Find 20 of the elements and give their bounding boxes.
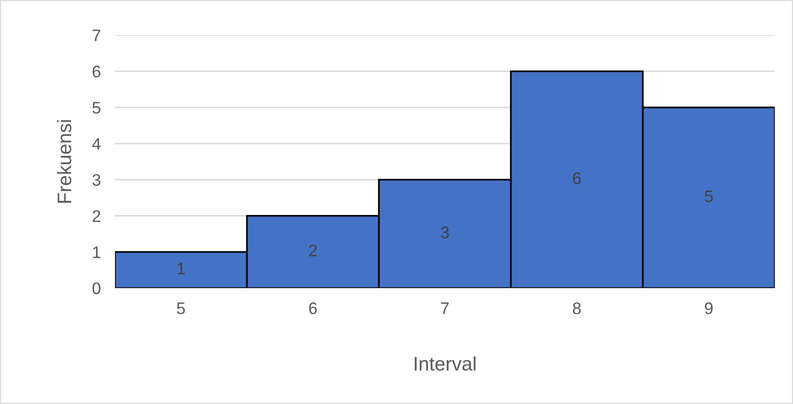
x-tick-label: 5 [176, 302, 185, 314]
y-tick-label: 7 [92, 30, 100, 42]
y-tick-label: 6 [92, 66, 100, 78]
x-axis-title: Interval [414, 356, 476, 371]
data-label: 5 [704, 190, 713, 202]
data-label: 6 [573, 172, 581, 184]
y-tick-label: 0 [92, 282, 100, 294]
y-tick-label: 4 [92, 138, 101, 150]
data-label: 3 [440, 226, 449, 238]
x-tick-label: 6 [309, 302, 317, 314]
y-tick-label: 5 [92, 102, 100, 114]
x-tick-label: 8 [572, 302, 581, 314]
y-tick-label: 3 [92, 174, 100, 186]
x-tick-label: 9 [704, 302, 713, 314]
y-axis-title: Frekuensi [57, 120, 72, 203]
y-tick-label: 1 [93, 246, 100, 258]
y-tick-label: 2 [92, 210, 100, 222]
data-label: 2 [309, 244, 317, 256]
data-label: 1 [178, 262, 185, 274]
x-tick-label: 7 [441, 302, 449, 314]
